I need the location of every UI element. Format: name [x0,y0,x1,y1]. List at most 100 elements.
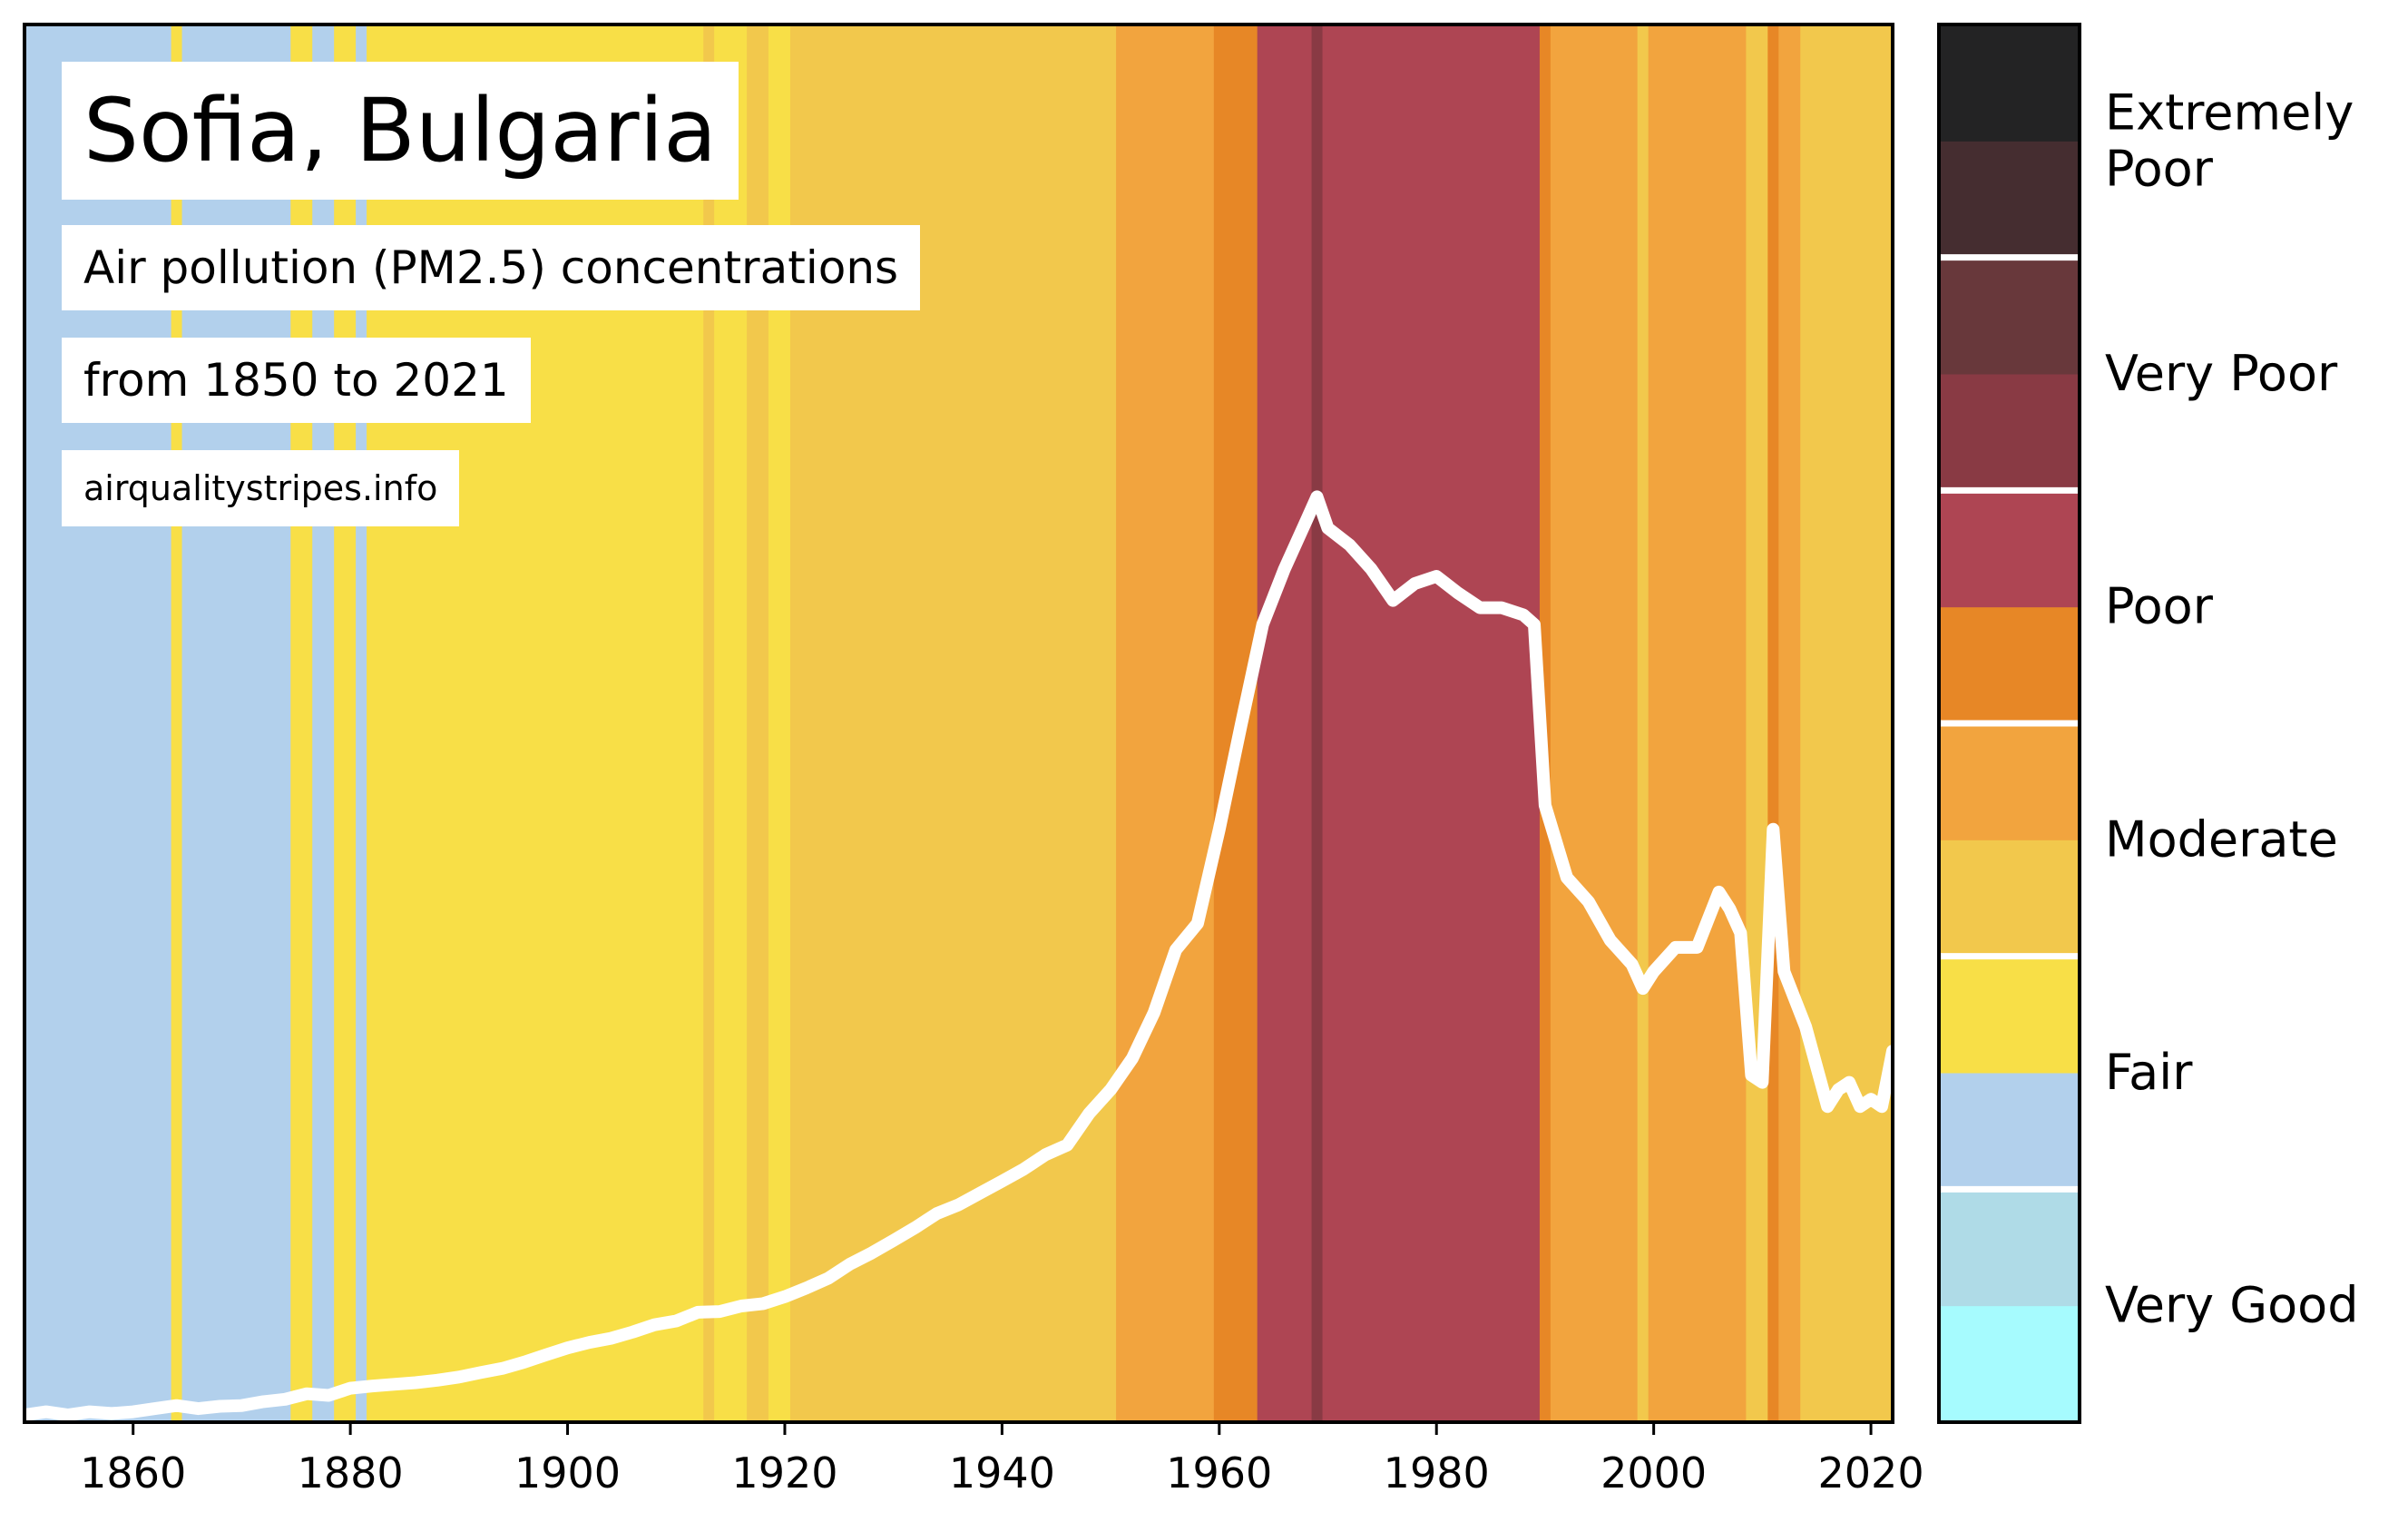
colorbar-label-1: Fair [2105,1044,2193,1101]
x-tick-label-1920: 1920 [731,1448,837,1497]
data-point-1960 [1218,828,1220,830]
colorbar-label-0: Very Good [2105,1277,2359,1334]
data-point-1920 [783,1295,786,1298]
plot-frame [23,23,1894,1424]
data-point-1994 [1587,900,1590,903]
data-point-2006 [1718,890,1720,893]
x-tick-label-1900: 1900 [514,1448,621,1497]
data-point-1978 [1414,583,1416,584]
data-point-2019 [1859,1105,1862,1108]
data-point-1874 [284,1398,287,1400]
colorbar-band-8 [1939,374,2080,491]
colorbar-label-3: Poor [2105,578,2214,635]
data-point-1996 [1609,938,1611,941]
colorbar-label-2: Moderate [2105,810,2338,868]
data-point-1990 [1543,804,1546,807]
data-point-1992 [1565,876,1568,879]
stripe-25 [1800,25,1894,1422]
chart-title: Sofia, Bulgaria [62,62,739,200]
data-point-1948 [1088,1113,1091,1115]
colorbar-legend: Very Good Fair Moderate Poor Very Poor Extrem… [1937,23,2359,1424]
stripe-17 [1322,25,1541,1422]
data-point-1876 [306,1392,308,1395]
stripe-15 [1257,25,1313,1422]
data-point-1854 [66,1414,69,1417]
x-tick-label-1880: 1880 [298,1448,404,1497]
stripe-19 [1550,25,1639,1422]
stripe-20 [1637,25,1649,1422]
chart-period: from 1850 to 2021 [62,338,531,423]
data-point-1988 [1522,614,1524,616]
colorbar-label-5: Extremely Poor [2105,83,2354,197]
colorbar-band-0 [1939,1305,2080,1423]
data-point-1864 [175,1404,178,1407]
data-point-2014 [1805,1026,1807,1028]
data-point-1952 [1131,1057,1134,1060]
data-point-1980 [1435,575,1438,578]
colorbar-band-2 [1939,1073,2080,1190]
x-axis: 1860 1880 1900 1920 1940 1960 1980 2000 2020 [80,1422,1924,1497]
colorbar-band-9 [1939,257,2080,375]
data-point-1956 [1174,948,1177,951]
colorbar-band-6 [1939,606,2080,724]
data-point-1972 [1348,544,1351,546]
data-point-1898 [544,1353,547,1356]
data-point-1918 [762,1302,765,1305]
data-point-1934 [935,1213,938,1215]
data-point-2016 [1826,1105,1829,1108]
data-point-2009 [1750,1074,1753,1076]
data-point-1942 [1023,1168,1025,1171]
data-point-1872 [262,1400,265,1403]
x-tick-label-2020: 2020 [1818,1448,1924,1497]
data-point-1966 [1283,568,1286,571]
data-point-2000 [1652,970,1655,973]
data-point-1930 [892,1239,895,1242]
data-point-1852 [44,1410,47,1413]
data-point-1968 [1305,519,1307,522]
data-point-1976 [1392,599,1395,602]
data-point-2020 [1870,1098,1873,1101]
chart-subtitle: Air pollution (PM2.5) concentrations [62,225,921,310]
data-point-1916 [740,1305,743,1308]
colorbar-band-3 [1939,956,2080,1074]
data-point-1888 [436,1379,438,1381]
data-point-1946 [1066,1144,1069,1146]
data-point-1998 [1630,963,1633,966]
data-point-2007 [1728,908,1731,910]
data-point-1908 [653,1323,656,1326]
colorbar-band-5 [1939,723,2080,840]
stripe-16 [1311,25,1324,1422]
data-point-1999 [1641,987,1644,990]
source-link[interactable]: airqualitystripes.info [62,450,460,526]
data-point-1964 [1261,624,1264,626]
background-stripes [24,25,1894,1422]
data-point-1902 [588,1341,591,1344]
data-point-2004 [1696,946,1698,948]
colorbar-band-11 [1939,25,2080,142]
data-point-1894 [501,1367,504,1370]
x-tick-label-1940: 1940 [949,1448,1055,1497]
data-point-1858 [110,1412,113,1415]
data-point-1914 [719,1311,721,1313]
colorbar-band-4 [1939,840,2080,957]
data-point-1924 [827,1277,829,1280]
data-point-1970 [1326,526,1329,529]
data-point-1962 [1239,724,1242,727]
data-point-2011 [1772,828,1775,830]
colorbar-band-1 [1939,1189,2080,1307]
colorbar-frame [1937,23,2081,1424]
data-point-1950 [1110,1088,1112,1091]
data-point-1982 [1457,592,1460,594]
data-point-1890 [457,1376,460,1379]
data-point-1880 [349,1387,352,1389]
data-point-1940 [1001,1180,1003,1183]
data-point-1969 [1316,496,1318,498]
data-point-1882 [371,1385,374,1388]
x-tick-label-1980: 1980 [1384,1448,1490,1497]
data-point-1936 [957,1203,960,1206]
data-point-1862 [153,1408,156,1410]
pollution-line [18,490,1899,1421]
pollution-line-layer [18,490,1899,1421]
data-point-1870 [240,1404,243,1407]
